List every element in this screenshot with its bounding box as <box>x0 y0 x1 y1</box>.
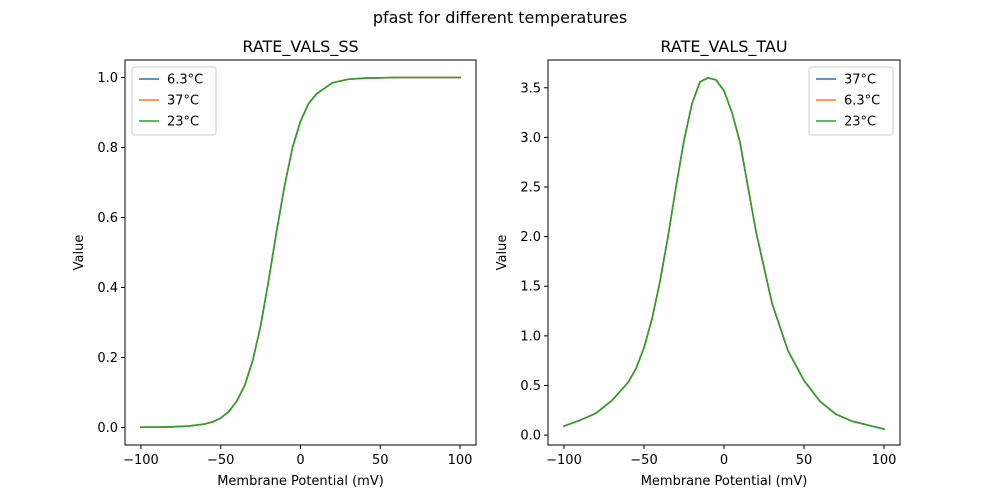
legend-frame <box>808 66 894 136</box>
x-tick-label: 50 <box>796 453 813 468</box>
x-tick-label: −50 <box>630 453 657 468</box>
y-tick-label: 1.0 <box>97 71 118 86</box>
series-line-23-c <box>562 77 885 431</box>
y-tick-label: 2.5 <box>520 181 541 196</box>
legend: 37°C 6.3°C 23°C <box>808 66 894 136</box>
y-tick-label: 1.5 <box>520 280 541 295</box>
x-tick-label: 0 <box>296 453 304 468</box>
subplot-title: RATE_VALS_SS <box>242 37 358 57</box>
legend-label: 37°C <box>167 94 199 109</box>
legend-label: 23°C <box>844 115 876 130</box>
subplot-rate-vals-ss: RATE_VALS_SS −100 −50 0 50 100 0.0 0.2 0.4 0.6 0.8… <box>72 37 477 489</box>
x-tick-label: −100 <box>546 453 582 468</box>
y-tick-label: 0.8 <box>97 141 118 156</box>
x-tick-label: 100 <box>448 453 473 468</box>
y-axis-label: Value <box>495 235 510 271</box>
y-tick-label: 2.0 <box>520 230 541 245</box>
y-axis-label: Value <box>72 235 87 271</box>
y-tick-label: 3.5 <box>520 81 541 96</box>
figure-title: pfast for different temperatures <box>373 8 627 27</box>
x-tick-label: 100 <box>872 453 897 468</box>
x-tick-label: −100 <box>123 453 159 468</box>
x-tick-label: 0 <box>720 453 728 468</box>
y-tick-label: 0.5 <box>520 379 541 394</box>
x-tick-label: 50 <box>372 453 389 468</box>
y-tick-label: 3.0 <box>520 131 541 146</box>
x-tick-label: −50 <box>207 453 234 468</box>
legend-label: 6.3°C <box>167 73 203 88</box>
legend: 6.3°C 37°C 23°C <box>131 66 217 136</box>
legend-label: 23°C <box>167 115 199 130</box>
subplot-rate-vals-tau: RATE_VALS_TAU −100 −50 0 50 100 0.0 0.5 1.0 1.5 2.… <box>495 37 901 489</box>
y-tick-label: 1.0 <box>520 329 541 344</box>
y-tick-label: 0.2 <box>97 351 118 366</box>
legend-label: 37°C <box>844 73 876 88</box>
subplot-title: RATE_VALS_TAU <box>660 37 787 57</box>
x-axis-label: Membrane Potential (mV) <box>641 474 808 489</box>
y-tick-label: 0.6 <box>97 211 118 226</box>
y-tick-label: 0.0 <box>97 421 118 436</box>
x-axis-label: Membrane Potential (mV) <box>217 474 384 489</box>
series-line-23-c <box>140 76 461 428</box>
y-tick-label: 0.0 <box>520 429 541 444</box>
y-tick-label: 0.4 <box>97 281 118 296</box>
legend-label: 6.3°C <box>844 94 880 109</box>
legend-frame <box>131 66 217 136</box>
